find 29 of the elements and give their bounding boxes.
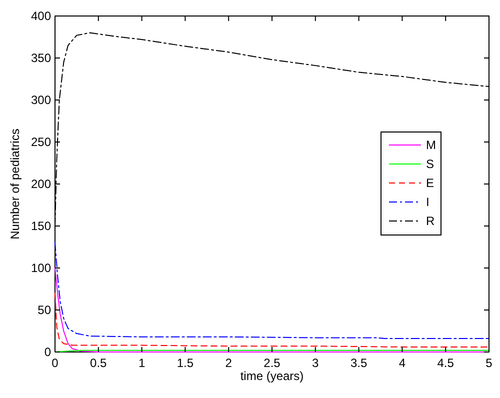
y-tick-label: 400 [30, 9, 52, 23]
x-tick-label: 4.5 [437, 356, 454, 370]
x-tick-label: 1.5 [176, 356, 194, 370]
legend-label: S [426, 157, 434, 171]
y-tick-label: 100 [30, 261, 52, 275]
x-tick-label: 3 [312, 356, 320, 370]
legend-label: E [426, 176, 434, 190]
legend-label: I [426, 195, 430, 209]
x-tick-label: 0.5 [90, 356, 108, 370]
x-tick-label: 3.5 [350, 356, 368, 370]
x-tick-label: 5 [486, 356, 493, 370]
x-tick-label: 4 [398, 356, 406, 370]
y-tick-label: 150 [30, 219, 52, 233]
x-axis-title: time (years) [240, 369, 304, 383]
y-tick-label: 50 [38, 303, 52, 317]
line-series [54, 242, 490, 340]
y-tick-label: 0 [44, 345, 52, 359]
legend-label: M [426, 138, 436, 152]
line-series [54, 268, 490, 352]
legend-label: R [426, 214, 435, 228]
y-tick-label: 200 [30, 177, 52, 191]
x-tick-label: 1 [138, 356, 146, 370]
y-tick-label: 250 [30, 135, 52, 149]
y-axis-title: Number of pediatrics [8, 128, 22, 240]
x-tick-label: 2.5 [264, 356, 281, 370]
x-tick-label: 2 [225, 356, 232, 370]
line-series [54, 292, 490, 348]
y-tick-label: 300 [30, 93, 52, 107]
y-tick-label: 350 [30, 51, 52, 65]
